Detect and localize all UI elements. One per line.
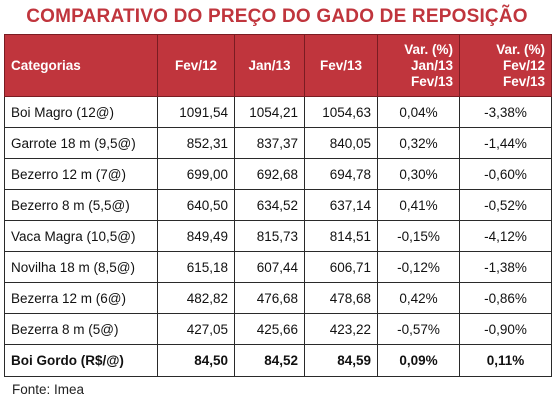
price-comparison-table: Categorias Fev/12 Jan/13 Fev/13 Var. (%) Jan/… bbox=[4, 34, 552, 377]
table-row: Bezerro 8 m (5,5@) 640,50 634,52 637,14 0,41… bbox=[4, 189, 552, 221]
value-cell: -3,38% bbox=[459, 96, 552, 128]
value-cell: -0,12% bbox=[377, 251, 460, 283]
value-cell: -1,38% bbox=[459, 251, 552, 283]
column-header-line: Var. (%) bbox=[404, 41, 453, 57]
value-cell: 0,04% bbox=[377, 96, 460, 128]
table-row: Garrote 18 m (9,5@) 852,31 837,37 840,05 0,3… bbox=[4, 127, 552, 159]
value-cell: 1054,63 bbox=[304, 96, 378, 128]
value-cell: 0,41% bbox=[377, 189, 460, 221]
category-cell: Bezerro 8 m (5,5@) bbox=[4, 189, 158, 221]
value-cell: 0,32% bbox=[377, 127, 460, 159]
column-header-line: Fev/12 bbox=[502, 57, 545, 73]
category-cell: Boi Magro (12@) bbox=[4, 96, 158, 128]
category-cell: Bezerra 12 m (6@) bbox=[4, 282, 158, 314]
value-cell: 852,31 bbox=[157, 127, 235, 159]
value-cell: 476,68 bbox=[234, 282, 305, 314]
value-cell: 607,44 bbox=[234, 251, 305, 283]
column-header-line: Fev/13 bbox=[502, 73, 545, 89]
value-cell: 482,82 bbox=[157, 282, 235, 314]
value-cell: 634,52 bbox=[234, 189, 305, 221]
value-cell: 1054,21 bbox=[234, 96, 305, 128]
column-header: Jan/13 bbox=[234, 34, 305, 97]
value-cell: 849,49 bbox=[157, 220, 235, 252]
value-cell: 0,30% bbox=[377, 158, 460, 190]
column-header-line: Fev/13 bbox=[410, 73, 453, 89]
table-row: Boi Magro (12@) 1091,54 1054,21 1054,63 0,04… bbox=[4, 96, 552, 128]
category-cell: Bezerra 8 m (5@) bbox=[4, 313, 158, 345]
value-cell: 640,50 bbox=[157, 189, 235, 221]
value-cell: -0,57% bbox=[377, 313, 460, 345]
value-cell: 815,73 bbox=[234, 220, 305, 252]
value-cell: -0,15% bbox=[377, 220, 460, 252]
value-cell: 840,05 bbox=[304, 127, 378, 159]
column-header-line: Fev/13 bbox=[319, 57, 363, 73]
column-header: Categorias bbox=[4, 34, 158, 97]
value-cell: 637,14 bbox=[304, 189, 378, 221]
table-header-row: Categorias Fev/12 Jan/13 Fev/13 Var. (%) Jan/… bbox=[4, 34, 552, 97]
value-cell: 478,68 bbox=[304, 282, 378, 314]
value-cell: 606,71 bbox=[304, 251, 378, 283]
value-cell: 423,22 bbox=[304, 313, 378, 345]
value-cell: 615,18 bbox=[157, 251, 235, 283]
column-header-line: Jan/13 bbox=[410, 57, 453, 73]
category-cell: Garrote 18 m (9,5@) bbox=[4, 127, 158, 159]
value-cell: -0,60% bbox=[459, 158, 552, 190]
value-cell: 0,11% bbox=[459, 344, 552, 377]
page-title: COMPARATIVO DO PREÇO DO GADO DE REPOSIÇÃ… bbox=[26, 6, 528, 27]
column-header-line: Var. (%) bbox=[496, 41, 545, 57]
category-cell: Boi Gordo (R$/@) bbox=[4, 344, 158, 377]
column-header-line: Categorias bbox=[11, 57, 81, 73]
column-header: Fev/12 bbox=[157, 34, 235, 97]
value-cell: -0,52% bbox=[459, 189, 552, 221]
value-cell: 0,42% bbox=[377, 282, 460, 314]
value-cell: 1091,54 bbox=[157, 96, 235, 128]
table-row: Bezerra 12 m (6@) 482,82 476,68 478,68 0,42%… bbox=[4, 282, 552, 314]
value-cell: 427,05 bbox=[157, 313, 235, 345]
value-cell: 699,00 bbox=[157, 158, 235, 190]
table-row: Vaca Magra (10,5@) 849,49 815,73 814,51 -0,1… bbox=[4, 220, 552, 252]
column-header-line: Jan/13 bbox=[248, 57, 291, 73]
value-cell: 0,09% bbox=[377, 344, 460, 377]
value-cell: 84,50 bbox=[157, 344, 235, 377]
value-cell: -0,86% bbox=[459, 282, 552, 314]
table-row: Novilha 18 m (8,5@) 615,18 607,44 606,71 -0,… bbox=[4, 251, 552, 283]
value-cell: 814,51 bbox=[304, 220, 378, 252]
column-header: Var. (%) Fev/12 Fev/13 bbox=[459, 34, 552, 97]
value-cell: 694,78 bbox=[304, 158, 378, 190]
table-row: Boi Gordo (R$/@) 84,50 84,52 84,59 0,09% 0,11… bbox=[4, 344, 552, 377]
column-header: Fev/13 bbox=[304, 34, 378, 97]
category-cell: Vaca Magra (10,5@) bbox=[4, 220, 158, 252]
value-cell: 692,68 bbox=[234, 158, 305, 190]
source-note: Fonte: Imea bbox=[12, 382, 85, 397]
value-cell: 84,59 bbox=[304, 344, 378, 377]
value-cell: 84,52 bbox=[234, 344, 305, 377]
table-row: Bezerro 12 m (7@) 699,00 692,68 694,78 0,30%… bbox=[4, 158, 552, 190]
value-cell: -1,44% bbox=[459, 127, 552, 159]
column-header-line: Fev/12 bbox=[174, 57, 218, 73]
value-cell: -4,12% bbox=[459, 220, 552, 252]
table-body: Boi Magro (12@) 1091,54 1054,21 1054,63 0,04… bbox=[4, 96, 552, 377]
category-cell: Novilha 18 m (8,5@) bbox=[4, 251, 158, 283]
table-row: Bezerra 8 m (5@) 427,05 425,66 423,22 -0,57%… bbox=[4, 313, 552, 345]
value-cell: -0,90% bbox=[459, 313, 552, 345]
column-header: Var. (%) Jan/13 Fev/13 bbox=[377, 34, 460, 97]
value-cell: 425,66 bbox=[234, 313, 305, 345]
category-cell: Bezerro 12 m (7@) bbox=[4, 158, 158, 190]
value-cell: 837,37 bbox=[234, 127, 305, 159]
